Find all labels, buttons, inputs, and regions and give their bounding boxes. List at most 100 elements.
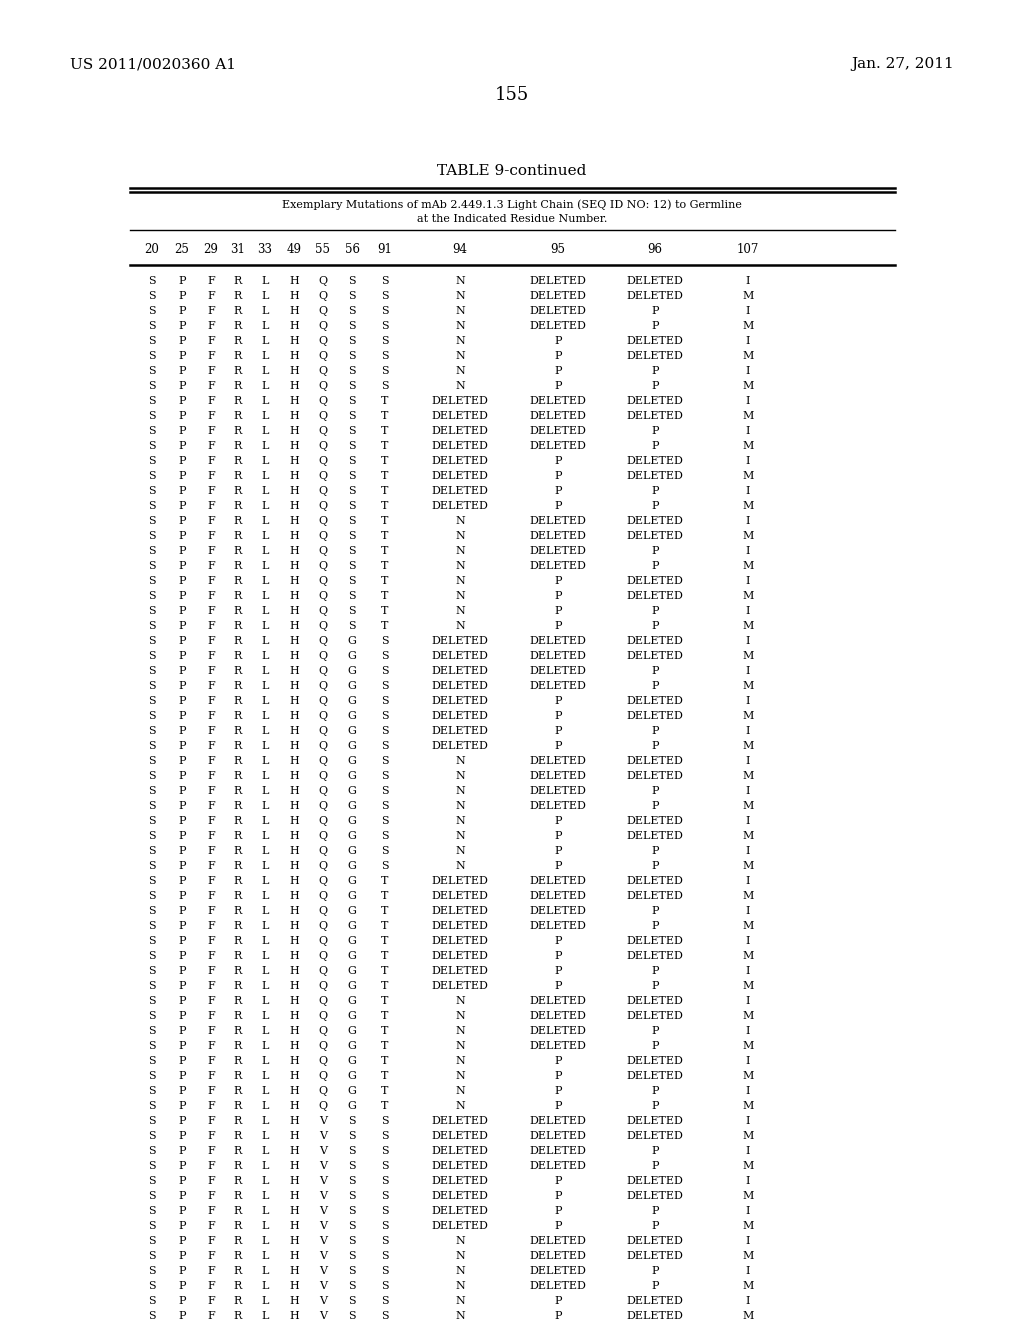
Text: S: S — [348, 351, 355, 360]
Text: P: P — [178, 1041, 185, 1051]
Text: R: R — [233, 1221, 242, 1232]
Text: Q: Q — [318, 1101, 328, 1111]
Text: N: N — [455, 321, 465, 331]
Text: L: L — [261, 576, 268, 586]
Text: F: F — [207, 1266, 215, 1276]
Text: R: R — [233, 502, 242, 511]
Text: M: M — [742, 741, 754, 751]
Text: T: T — [381, 891, 389, 902]
Text: G: G — [347, 711, 356, 721]
Text: DELETED: DELETED — [431, 741, 488, 751]
Text: F: F — [207, 681, 215, 690]
Text: P: P — [178, 846, 185, 855]
Text: T: T — [381, 1071, 389, 1081]
Text: V: V — [319, 1176, 327, 1185]
Text: DELETED: DELETED — [627, 936, 683, 946]
Text: S: S — [148, 667, 156, 676]
Text: R: R — [233, 1280, 242, 1291]
Text: DELETED: DELETED — [431, 1146, 488, 1156]
Text: G: G — [347, 876, 356, 886]
Text: R: R — [233, 1131, 242, 1140]
Text: L: L — [261, 891, 268, 902]
Text: R: R — [233, 381, 242, 391]
Text: P: P — [178, 576, 185, 586]
Text: R: R — [233, 741, 242, 751]
Text: P: P — [178, 1221, 185, 1232]
Text: L: L — [261, 1131, 268, 1140]
Text: H: H — [289, 1221, 299, 1232]
Text: P: P — [651, 620, 658, 631]
Text: G: G — [347, 861, 356, 871]
Text: DELETED: DELETED — [529, 276, 587, 286]
Text: DELETED: DELETED — [529, 1146, 587, 1156]
Text: G: G — [347, 771, 356, 781]
Text: S: S — [148, 1296, 156, 1305]
Text: H: H — [289, 785, 299, 796]
Text: P: P — [178, 711, 185, 721]
Text: P: P — [178, 1266, 185, 1276]
Text: R: R — [233, 306, 242, 315]
Text: T: T — [381, 981, 389, 991]
Text: H: H — [289, 816, 299, 826]
Text: DELETED: DELETED — [627, 876, 683, 886]
Text: R: R — [233, 997, 242, 1006]
Text: Q: Q — [318, 756, 328, 766]
Text: S: S — [381, 696, 389, 706]
Text: P: P — [178, 337, 185, 346]
Text: F: F — [207, 1221, 215, 1232]
Text: DELETED: DELETED — [529, 785, 587, 796]
Text: DELETED: DELETED — [627, 337, 683, 346]
Text: S: S — [148, 1131, 156, 1140]
Text: F: F — [207, 1086, 215, 1096]
Text: P: P — [554, 1296, 562, 1305]
Text: DELETED: DELETED — [529, 546, 587, 556]
Text: Q: Q — [318, 891, 328, 902]
Text: H: H — [289, 997, 299, 1006]
Text: I: I — [745, 876, 751, 886]
Text: Q: Q — [318, 711, 328, 721]
Text: H: H — [289, 741, 299, 751]
Text: Q: Q — [318, 696, 328, 706]
Text: P: P — [554, 741, 562, 751]
Text: G: G — [347, 1026, 356, 1036]
Text: S: S — [148, 1056, 156, 1067]
Text: T: T — [381, 486, 389, 496]
Text: Q: Q — [318, 651, 328, 661]
Text: Q: Q — [318, 546, 328, 556]
Text: R: R — [233, 1191, 242, 1201]
Text: M: M — [742, 711, 754, 721]
Text: Q: Q — [318, 876, 328, 886]
Text: H: H — [289, 1266, 299, 1276]
Text: S: S — [381, 816, 389, 826]
Text: S: S — [148, 591, 156, 601]
Text: R: R — [233, 1176, 242, 1185]
Text: V: V — [319, 1221, 327, 1232]
Text: DELETED: DELETED — [529, 1251, 587, 1261]
Text: S: S — [348, 1176, 355, 1185]
Text: T: T — [381, 546, 389, 556]
Text: I: I — [745, 1176, 751, 1185]
Text: N: N — [455, 832, 465, 841]
Text: S: S — [148, 741, 156, 751]
Text: N: N — [455, 1011, 465, 1020]
Text: V: V — [319, 1115, 327, 1126]
Text: DELETED: DELETED — [627, 455, 683, 466]
Text: G: G — [347, 1071, 356, 1081]
Text: I: I — [745, 306, 751, 315]
Text: P: P — [178, 306, 185, 315]
Text: DELETED: DELETED — [627, 411, 683, 421]
Text: H: H — [289, 426, 299, 436]
Text: DELETED: DELETED — [627, 1011, 683, 1020]
Text: L: L — [261, 1115, 268, 1126]
Text: N: N — [455, 1266, 465, 1276]
Text: F: F — [207, 1191, 215, 1201]
Text: P: P — [178, 696, 185, 706]
Text: S: S — [381, 681, 389, 690]
Text: S: S — [148, 1221, 156, 1232]
Text: F: F — [207, 1311, 215, 1320]
Text: M: M — [742, 1131, 754, 1140]
Text: Q: Q — [318, 471, 328, 480]
Text: R: R — [233, 1206, 242, 1216]
Text: P: P — [554, 726, 562, 737]
Text: M: M — [742, 1041, 754, 1051]
